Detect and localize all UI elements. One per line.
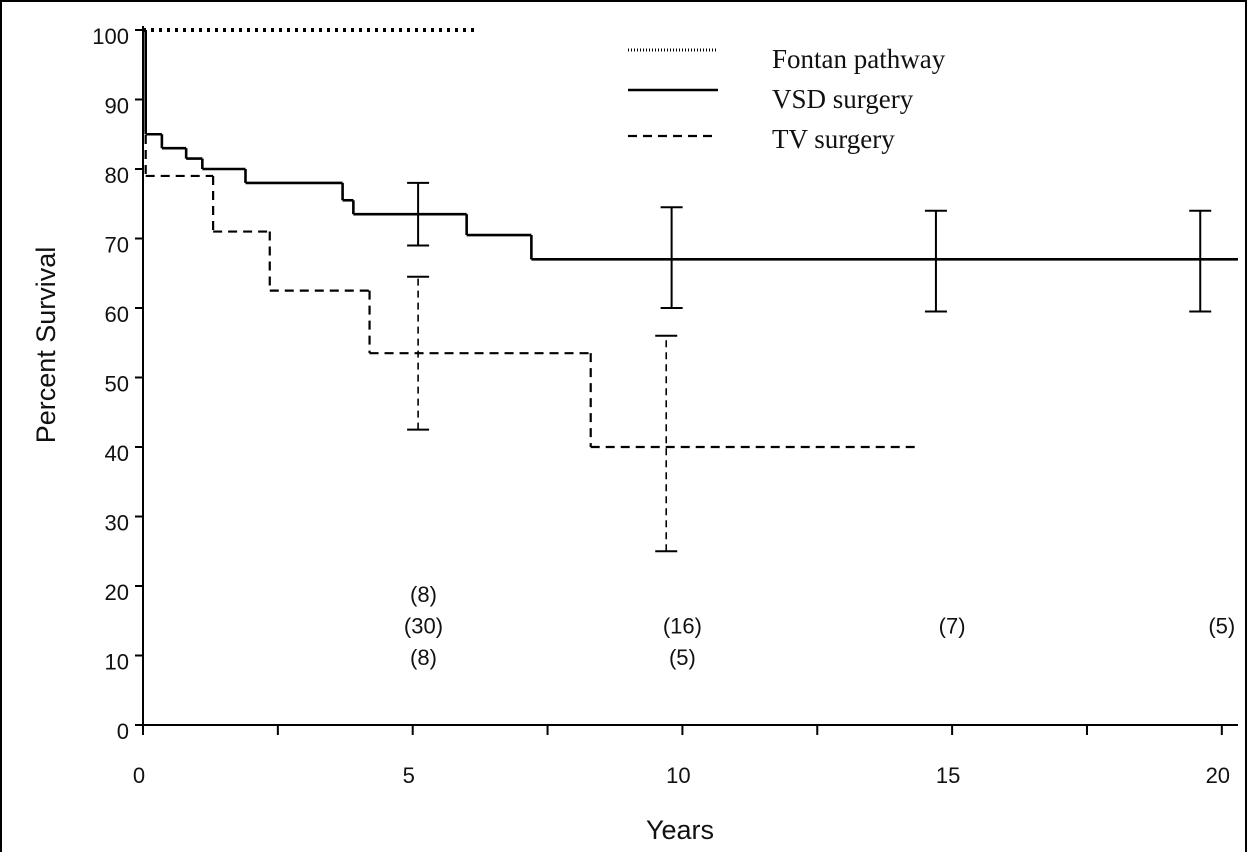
x-tick-label: 0 — [133, 763, 145, 788]
y-tick-label: 20 — [105, 580, 129, 605]
legend-label: TV surgery — [772, 124, 895, 154]
x-tick-label: 5 — [403, 763, 415, 788]
y-tick-label: 100 — [92, 24, 129, 49]
y-tick-label: 70 — [105, 232, 129, 257]
y-tick-label: 10 — [105, 649, 129, 674]
legend-label: Fontan pathway — [772, 44, 946, 74]
y-tick-label: 90 — [105, 93, 129, 118]
at-risk-label: (5) — [669, 645, 696, 670]
at-risk-label: (5) — [1208, 614, 1235, 639]
legend-label: VSD surgery — [772, 84, 914, 114]
y-tick-label: 50 — [105, 371, 129, 396]
x-tick-label: 15 — [936, 763, 960, 788]
y-tick-label: 30 — [105, 510, 129, 535]
at-risk-label: (30) — [404, 614, 443, 639]
y-tick-label: 60 — [105, 302, 129, 327]
y-tick-label: 80 — [105, 163, 129, 188]
at-risk-label: (8) — [410, 582, 437, 607]
y-axis-label: Percent Survival — [31, 247, 61, 444]
x-axis-label: Years — [646, 815, 714, 845]
x-tick-label: 20 — [1206, 763, 1230, 788]
y-tick-label: 0 — [117, 719, 129, 744]
at-risk-label: (16) — [663, 614, 702, 639]
at-risk-label: (8) — [410, 645, 437, 670]
x-tick-label: 10 — [666, 763, 690, 788]
at-risk-label: (7) — [939, 614, 966, 639]
y-tick-label: 40 — [105, 441, 129, 466]
